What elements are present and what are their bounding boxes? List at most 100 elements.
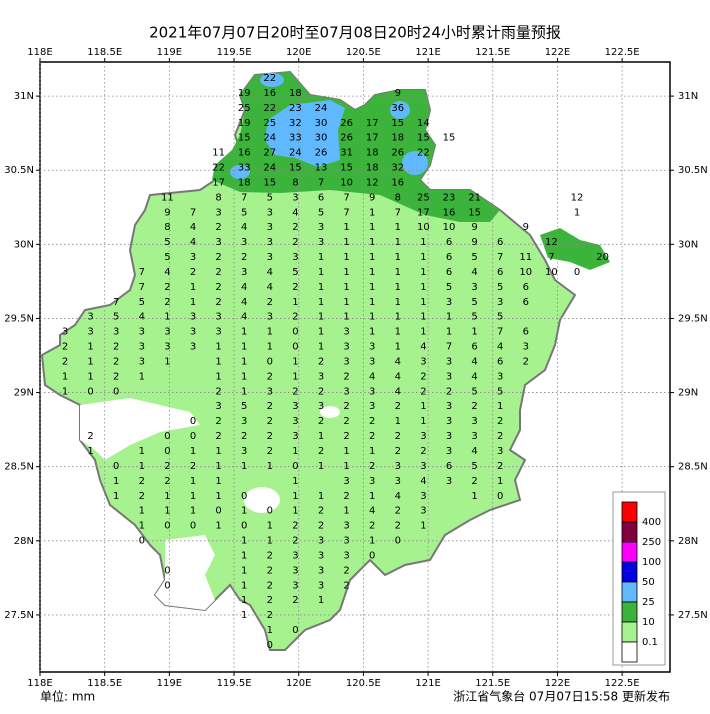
station-value: 3 — [318, 371, 324, 382]
station-value: 1 — [164, 312, 170, 323]
lat-label: 28.5N — [4, 462, 34, 473]
station-value: 3 — [87, 312, 93, 323]
station-value: 2 — [395, 446, 401, 457]
station-value: 8 — [395, 192, 401, 203]
station-value: 2 — [343, 401, 349, 412]
station-value: 3 — [318, 222, 324, 233]
station-value: 5 — [497, 312, 503, 323]
station-value: 2 — [241, 252, 247, 263]
station-value: 4 — [471, 267, 477, 278]
lat-label: 29.5N — [4, 313, 34, 324]
station-value: 8 — [292, 177, 298, 188]
station-value: 1 — [215, 356, 221, 367]
station-value: 1 — [292, 506, 298, 517]
station-value: 3 — [215, 312, 221, 323]
station-value: 0 — [292, 342, 298, 353]
station-value: 1 — [420, 282, 426, 293]
map-title: 2021年07月07日20时至07月08日20时24小时累计雨量预报 — [149, 24, 561, 42]
station-value: 3 — [267, 252, 273, 263]
lon-label: 120.5E — [346, 678, 381, 689]
issuer: 浙江省气象台 07月07日15:58 更新发布 — [453, 689, 670, 704]
station-value: 20 — [596, 252, 609, 263]
station-value: 1 — [292, 356, 298, 367]
station-value: 1 — [241, 327, 247, 338]
station-value: 2 — [318, 521, 324, 532]
lon-label: 121.5E — [475, 47, 510, 58]
station-value: 30 — [315, 118, 328, 129]
station-value: 3 — [267, 237, 273, 248]
station-value: 9 — [471, 222, 477, 233]
station-value: 17 — [212, 177, 225, 188]
station-value: 1 — [369, 282, 375, 293]
station-value: 25 — [238, 103, 251, 114]
station-value: 1 — [267, 521, 273, 532]
station-value: 2 — [113, 356, 119, 367]
lon-label: 118E — [27, 47, 52, 58]
lon-label: 121E — [415, 678, 440, 689]
station-value: 1 — [471, 491, 477, 502]
station-value: 1 — [343, 312, 349, 323]
station-value: 7 — [139, 282, 145, 293]
station-value: 3 — [190, 342, 196, 353]
station-value: 5 — [241, 207, 247, 218]
station-value: 2 — [62, 356, 68, 367]
station-value: 1 — [215, 521, 221, 532]
station-value: 5 — [139, 297, 145, 308]
station-value: 2 — [471, 401, 477, 412]
station-value: 6 — [446, 237, 452, 248]
lon-label: 120.5E — [346, 47, 381, 58]
station-value: 7 — [395, 207, 401, 218]
station-value: 1 — [318, 461, 324, 472]
legend-label: 10 — [642, 617, 655, 628]
station-value: 1 — [241, 386, 247, 397]
station-value: 7 — [497, 252, 503, 263]
station-value: 5 — [241, 401, 247, 412]
station-value: 1 — [164, 506, 170, 517]
station-value: 1 — [292, 491, 298, 502]
station-value: 14 — [417, 118, 430, 129]
lon-label: 121.5E — [475, 678, 510, 689]
station-value: 3 — [267, 207, 273, 218]
station-value: 0 — [164, 446, 170, 457]
station-value: 0 — [164, 431, 170, 442]
station-value: 5 — [497, 282, 503, 293]
station-value: 23 — [443, 192, 456, 203]
station-value: 1 — [241, 595, 247, 606]
station-value: 3 — [292, 565, 298, 576]
station-value: 3 — [241, 416, 247, 427]
station-value: 1 — [292, 446, 298, 457]
station-value: 2 — [267, 431, 273, 442]
legend-swatch — [621, 521, 638, 543]
station-value: 36 — [391, 103, 404, 114]
station-value: 1 — [369, 312, 375, 323]
station-value: 1 — [395, 342, 401, 353]
station-value: 1 — [343, 267, 349, 278]
station-value: 7 — [139, 267, 145, 278]
station-value: 2 — [267, 595, 273, 606]
station-value: 2 — [318, 356, 324, 367]
station-value: 2 — [497, 461, 503, 472]
lon-label: 118.5E — [87, 678, 122, 689]
station-value: 1 — [420, 521, 426, 532]
station-value: 0 — [369, 550, 375, 561]
station-value: 2 — [292, 222, 298, 233]
station-value: 7 — [241, 192, 247, 203]
station-value: 10 — [519, 267, 532, 278]
station-value: 4 — [471, 446, 477, 457]
station-value: 2 — [395, 521, 401, 532]
station-value: 3 — [420, 356, 426, 367]
station-value: 2 — [215, 416, 221, 427]
station-value: 4 — [471, 356, 477, 367]
station-value: 2 — [164, 461, 170, 472]
station-value: 25 — [263, 118, 276, 129]
station-value: 1 — [369, 252, 375, 263]
station-value: 3 — [164, 327, 170, 338]
station-value: 1 — [343, 297, 349, 308]
station-value: 31 — [340, 148, 353, 159]
station-value: 1 — [343, 446, 349, 457]
station-value: 1 — [139, 521, 145, 532]
station-value: 1 — [369, 327, 375, 338]
legend-label: 50 — [642, 577, 655, 588]
station-value: 2 — [164, 297, 170, 308]
station-value: 2 — [139, 491, 145, 502]
